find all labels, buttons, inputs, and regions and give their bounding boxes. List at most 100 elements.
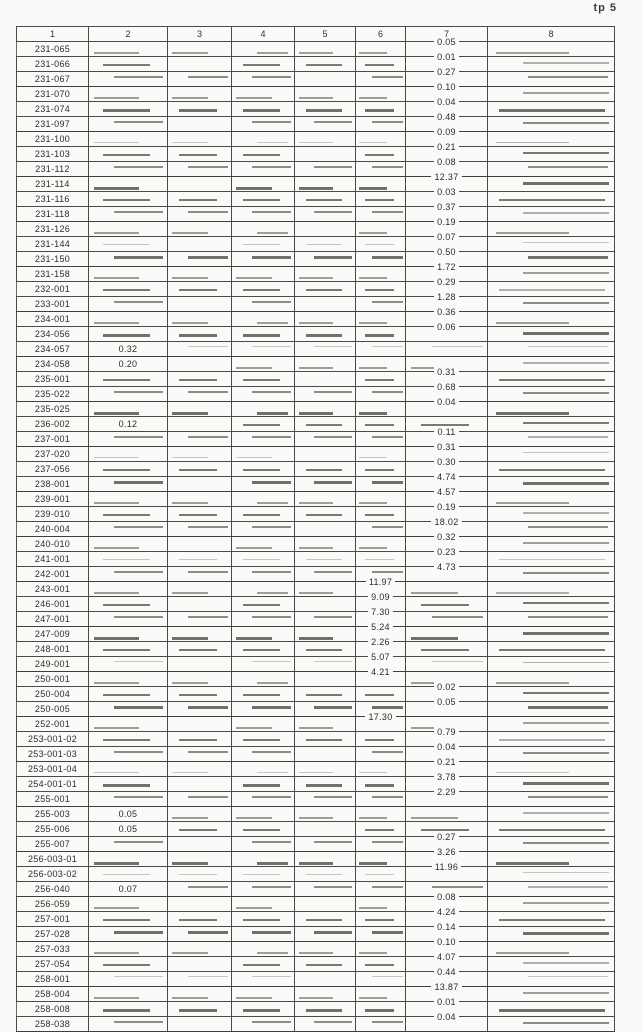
table-cell: [487, 821, 615, 837]
table-cell: [88, 221, 168, 237]
table-cell: [231, 791, 295, 807]
table-cell: [231, 986, 295, 1002]
row-id: 258-004: [16, 986, 89, 1002]
table-cell: [355, 326, 406, 342]
table-cell: [487, 131, 615, 147]
table-row: 231-100 0.09: [16, 127, 615, 147]
table-cell: [487, 806, 615, 822]
cell-value-number: 0.02: [434, 682, 459, 692]
cell-value-number: 11.97: [365, 577, 396, 587]
table-cell: [294, 446, 356, 462]
table-cell: [167, 491, 232, 507]
cell-value: 3.26: [405, 847, 488, 867]
table-row: 257-054 4.07: [16, 952, 615, 972]
table-cell: [355, 686, 406, 702]
table-cell: [294, 281, 356, 297]
table-cell: [355, 491, 406, 507]
table-cell: [355, 776, 406, 792]
table-row: 258-008 0.01: [16, 997, 615, 1017]
table-cell: [487, 401, 615, 417]
cell-value: 0.21: [405, 142, 488, 162]
row-id: 231-100: [16, 131, 89, 147]
table-cell: [231, 161, 295, 177]
table-cell: [355, 446, 406, 462]
table-row: 254-001-01 3.78: [16, 772, 615, 792]
table-cell: [231, 551, 295, 567]
table-cell: [487, 716, 615, 732]
cell-value: 17.30: [355, 712, 406, 732]
table-cell: [487, 356, 615, 372]
table-cell: [487, 626, 615, 642]
table-cell: [167, 971, 232, 987]
table-row: 231-112 0.08: [16, 157, 615, 177]
table-cell: [487, 731, 615, 747]
table-cell: [487, 296, 615, 312]
cell-value-number: 0.01: [434, 997, 459, 1007]
cell-value-number: 4.07: [434, 952, 459, 962]
table-cell: [294, 971, 356, 987]
table-cell: [487, 701, 615, 717]
table-cell: [167, 551, 232, 567]
table-cell: [487, 341, 615, 357]
table-cell: [405, 626, 488, 642]
table-cell: [167, 701, 232, 717]
table-cell: [487, 311, 615, 327]
table-cell: [231, 566, 295, 582]
table-cell: [88, 851, 168, 867]
table-cell: [167, 716, 232, 732]
table-cell: [355, 416, 406, 432]
table-cell: [231, 701, 295, 717]
table-cell: [231, 236, 295, 252]
cell-value-number: 0.05: [118, 824, 138, 834]
table-row: 234-058 0.20: [16, 356, 615, 372]
table-cell: [487, 191, 615, 207]
table-cell: [487, 491, 615, 507]
table-row: 235-001 0.31: [16, 367, 615, 387]
table-cell: [487, 866, 615, 882]
table-cell: [405, 611, 488, 627]
table-cell: [167, 641, 232, 657]
row-id: 235-001: [16, 371, 89, 387]
table-cell: [355, 971, 406, 987]
table-cell: [294, 731, 356, 747]
table-cell: [355, 71, 406, 87]
table-cell: [231, 371, 295, 387]
table-cell: [167, 191, 232, 207]
table-cell: [487, 686, 615, 702]
table-row: 256-059 0.08: [16, 892, 615, 912]
table-cell: [88, 326, 168, 342]
cell-value-number: 0.23: [434, 547, 459, 557]
table-row: 231-103 0.21: [16, 142, 615, 162]
row-id: 231-116: [16, 191, 89, 207]
table-cell: [294, 911, 356, 927]
table-cell: [167, 851, 232, 867]
table-cell: [294, 956, 356, 972]
table-cell: [231, 851, 295, 867]
cell-value-number: 0.05: [118, 809, 138, 819]
cell-value: 0.06: [405, 322, 488, 342]
table-row: 250-005 0.05: [16, 697, 615, 717]
cell-value-number: 2.29: [434, 787, 459, 797]
cell-value-number: 4.74: [434, 472, 459, 482]
table-cell: [355, 746, 406, 762]
table-cell: [294, 341, 356, 357]
table-cell: [231, 611, 295, 627]
table-cell: [231, 41, 295, 57]
column-header: 5: [294, 26, 356, 42]
cell-value-number: 0.10: [434, 937, 459, 947]
table-cell: [294, 986, 356, 1002]
table-cell: [355, 731, 406, 747]
column-header: 2: [88, 26, 168, 42]
table-cell: [231, 836, 295, 852]
row-id: 243-001: [16, 581, 89, 597]
table-cell: [355, 521, 406, 537]
table-cell: [487, 386, 615, 402]
cell-value-number: 0.12: [118, 419, 138, 429]
table-cell: [167, 371, 232, 387]
row-id: 246-001: [16, 596, 89, 612]
cell-value: 0.04: [405, 1012, 488, 1032]
cell-value-number: 0.07: [118, 884, 138, 894]
cell-value: 0.31: [405, 442, 488, 462]
table-row: 258-038 0.04: [16, 1012, 615, 1032]
